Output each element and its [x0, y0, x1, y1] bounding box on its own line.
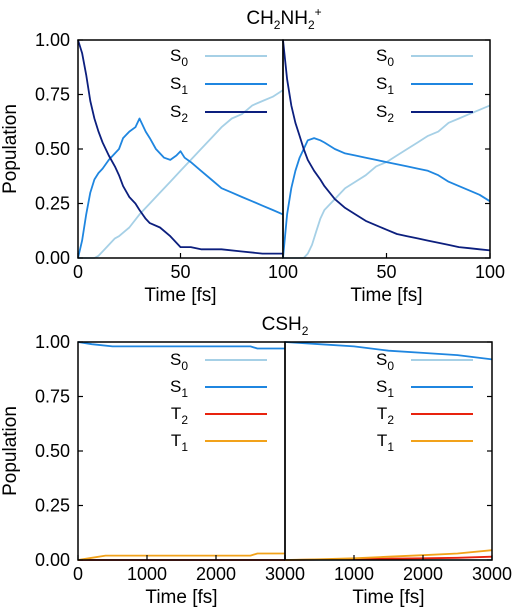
legend-subscript: 2 [181, 111, 188, 125]
legend-subscript: 0 [387, 359, 394, 373]
y-tick-label: 0.25 [35, 496, 70, 516]
legend-label: S0 [170, 46, 188, 69]
legend-subscript: 1 [181, 386, 188, 400]
legend-label: T1 [377, 431, 394, 454]
y-tick-label: 0.75 [35, 85, 70, 105]
series-line-s2 [282, 39, 491, 252]
legend-text: T [171, 404, 181, 423]
legend-label: S1 [376, 74, 394, 97]
y-tick-label: 0.00 [35, 248, 70, 268]
y-tick-label: 0.25 [35, 194, 70, 214]
legend-text: S [376, 350, 387, 369]
plot-frame [77, 39, 284, 259]
legend-text: S [376, 74, 387, 93]
x-tick-label: 0 [73, 262, 83, 282]
y-tick-label: 0.50 [35, 139, 70, 159]
series-line-s0 [283, 104, 491, 259]
legend-subscript: 2 [387, 413, 394, 427]
legend-label: T2 [377, 404, 394, 427]
legend-subscript: 2 [387, 111, 394, 125]
legend-text: S [170, 377, 181, 396]
legend-label: T2 [171, 404, 188, 427]
legend-text: T [171, 431, 181, 450]
y-tick-label: 1.00 [35, 332, 70, 352]
legend-subscript: 2 [181, 413, 188, 427]
y-axis-label: Population [0, 406, 21, 496]
y-axis-label: Population [0, 104, 21, 194]
x-tick-label: 50 [376, 262, 396, 282]
legend-text: S [376, 377, 387, 396]
legend-text: S [376, 102, 387, 121]
legend-subscript: 0 [387, 55, 394, 69]
series-line-s2 [77, 39, 283, 255]
x-tick-label: 3000 [265, 564, 305, 584]
title-superscript: + [315, 5, 322, 19]
x-axis-label: Time [fs] [145, 587, 217, 608]
x-tick-label: 1000 [127, 564, 167, 584]
x-axis-label: Time [fs] [350, 285, 422, 306]
legend-label: S0 [376, 350, 394, 373]
legend-label: S2 [170, 102, 188, 125]
legend-label: S2 [376, 102, 394, 125]
y-tick-label: 1.00 [35, 30, 70, 50]
title-subscript: 2 [308, 18, 315, 32]
x-tick-label: 1000 [334, 564, 374, 584]
title-subscript: 2 [274, 18, 281, 32]
legend-text: T [377, 404, 387, 423]
title-text: CSH [262, 314, 302, 335]
series-line-s1 [284, 341, 493, 361]
legend-subscript: 0 [181, 359, 188, 373]
plot-frame [282, 39, 491, 259]
legend-subscript: 1 [181, 440, 188, 454]
legend-subscript: 1 [387, 386, 394, 400]
x-tick-label: 0 [73, 564, 83, 584]
x-tick-label: 100 [475, 262, 505, 282]
legend-label: S1 [170, 377, 188, 400]
legend-text: S [170, 74, 181, 93]
x-tick-label: 2000 [403, 564, 443, 584]
x-axis-label: Time [fs] [144, 285, 216, 306]
legend-text: S [376, 46, 387, 65]
series-line-s1 [77, 117, 284, 259]
series-line-s1 [77, 341, 285, 350]
chart-title: CH2NH2+ [246, 5, 321, 32]
x-tick-label: 3000 [472, 564, 512, 584]
y-tick-label: 0.50 [35, 441, 70, 461]
legend-label: S1 [376, 377, 394, 400]
x-axis-label: Time [fs] [352, 587, 424, 608]
legend-subscript: 1 [387, 83, 394, 97]
y-tick-label: 0.00 [35, 550, 70, 570]
x-tick-label: 50 [170, 262, 190, 282]
title-subscript: 2 [302, 324, 309, 338]
title-text: NH [280, 8, 307, 29]
legend-subscript: 0 [181, 55, 188, 69]
title-text: CH [246, 8, 273, 29]
x-tick-label: 100 [268, 262, 298, 282]
legend-label: S1 [170, 74, 188, 97]
x-tick-label: 2000 [196, 564, 236, 584]
legend-text: T [377, 431, 387, 450]
legend-label: S0 [170, 350, 188, 373]
legend-label: S0 [376, 46, 394, 69]
series-line-s1 [282, 137, 491, 259]
legend-text: S [170, 350, 181, 369]
legend-label: T1 [171, 431, 188, 454]
legend-text: S [170, 46, 181, 65]
chart-title: CSH2 [262, 314, 309, 338]
series-line-t1 [77, 552, 285, 561]
legend-subscript: 1 [181, 83, 188, 97]
legend-text: S [170, 102, 181, 121]
y-tick-label: 0.75 [35, 387, 70, 407]
legend-subscript: 1 [387, 440, 394, 454]
